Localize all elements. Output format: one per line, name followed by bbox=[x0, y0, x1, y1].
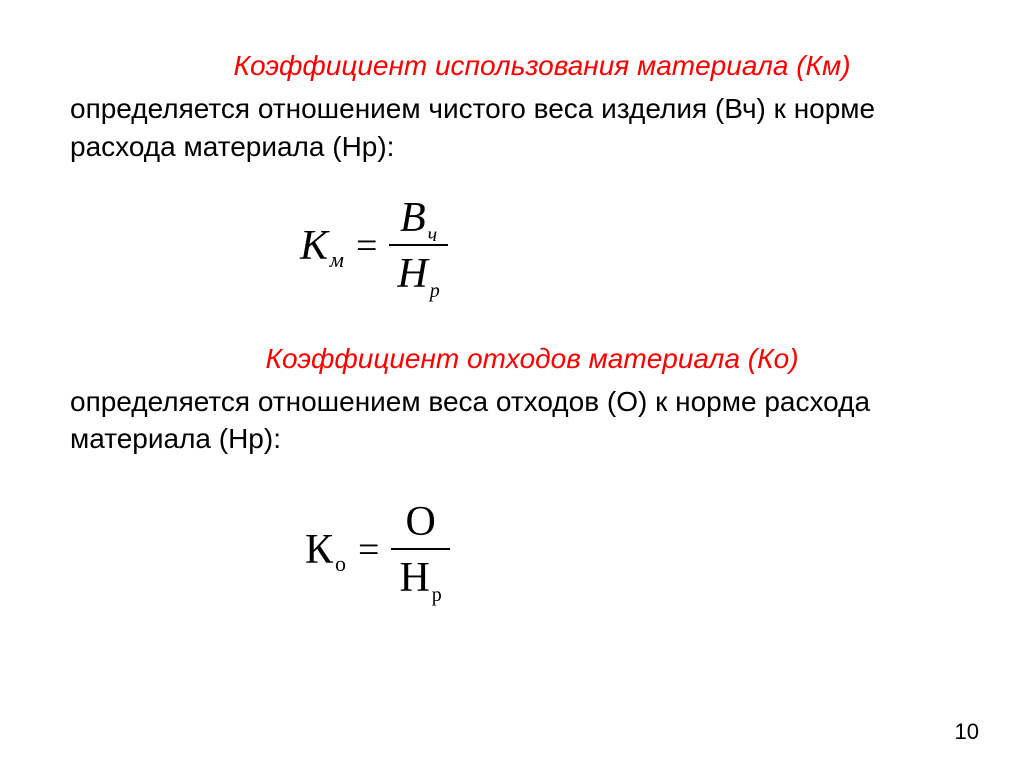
section2-body: определяется отношением веса отходов (О)… bbox=[70, 383, 954, 459]
formula2-equals: = bbox=[358, 528, 379, 572]
formula2-lhs-sub: о bbox=[335, 551, 346, 577]
formula2-num-main: О bbox=[405, 498, 435, 546]
formula1-lhs: К м bbox=[300, 222, 344, 270]
section1-heading: Коэффициент использования материала (Км) bbox=[130, 50, 954, 82]
formula2-den-main: Н bbox=[399, 554, 429, 602]
page-number: 10 bbox=[955, 719, 979, 745]
formula1-denominator: Н р bbox=[389, 244, 447, 298]
formula1-equals: = bbox=[356, 224, 377, 268]
formula1-lhs-sub: м bbox=[330, 247, 344, 273]
formula2-denominator: Н р bbox=[391, 548, 449, 602]
formula2-fraction: О Н р bbox=[391, 498, 449, 602]
formula1-numerator: В ч bbox=[392, 194, 445, 244]
section1-body: определяется отношением чистого веса изд… bbox=[70, 90, 954, 166]
formula1-num-main: В bbox=[400, 194, 426, 242]
formula1-fraction: В ч Н р bbox=[389, 194, 447, 298]
formula-1: К м = В ч Н р bbox=[300, 194, 954, 298]
formula1-den-sub: р bbox=[430, 280, 440, 303]
formula1-lhs-main: К bbox=[300, 222, 328, 270]
formula2-numerator: О bbox=[397, 498, 443, 548]
formula-2: К о = О Н р bbox=[305, 498, 954, 602]
formula2-den-sub: р bbox=[432, 584, 442, 607]
formula1-den-main: Н bbox=[397, 250, 427, 298]
formula1-num-sub: ч bbox=[428, 224, 438, 247]
formula2-lhs-main: К bbox=[305, 526, 333, 574]
formula2-lhs: К о bbox=[305, 526, 346, 574]
section2-heading: Коэффициент отходов материала (Ко) bbox=[110, 343, 954, 375]
